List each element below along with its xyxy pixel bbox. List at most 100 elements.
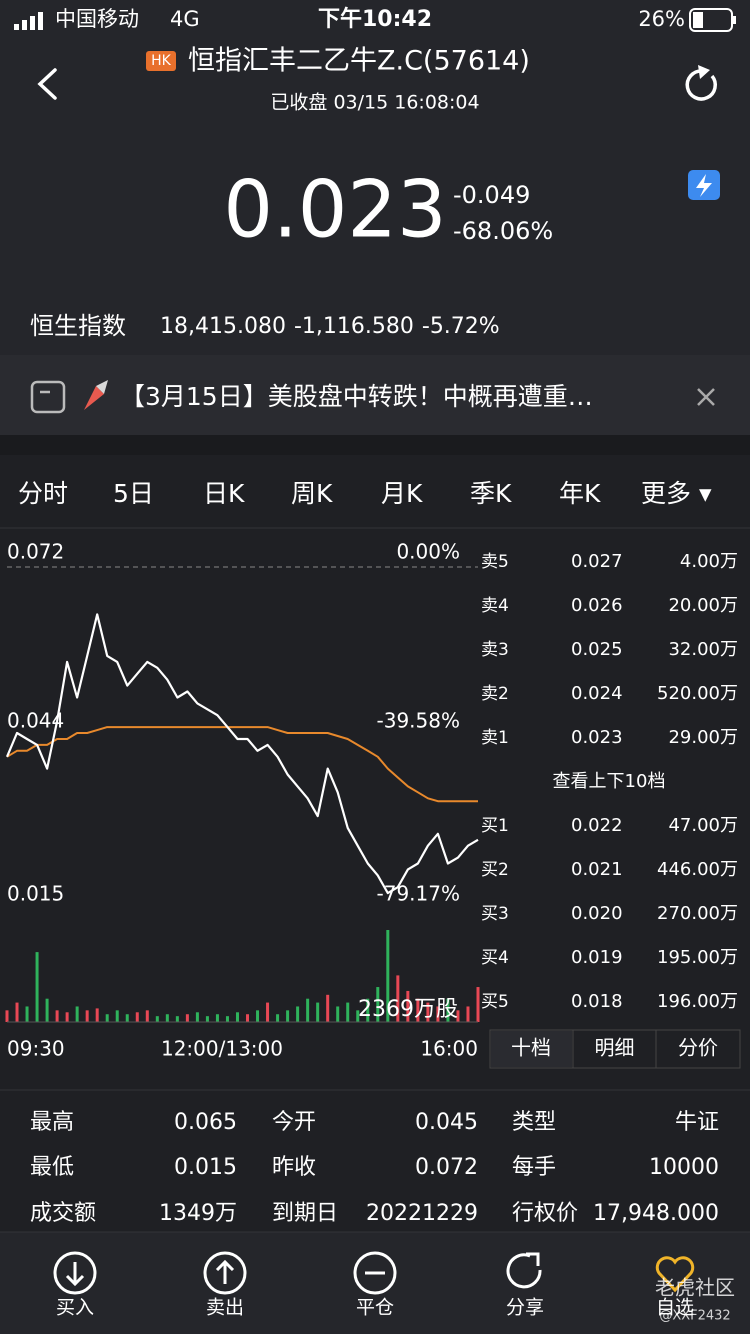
nav-label[interactable]: 平仓 (356, 1297, 394, 1319)
volume-bar (326, 994, 330, 1022)
hk-badge (146, 51, 176, 71)
stock-title: 恒指汇丰二乙牛Z.C(57614) (188, 46, 530, 77)
x-tick-label: 16:00 (420, 1037, 478, 1061)
close-news[interactable] (697, 388, 715, 406)
book-tab[interactable]: 分价 (678, 1036, 718, 1060)
chart-tab[interactable]: 分时 (18, 479, 68, 508)
book-volume: 20.00万 (668, 595, 738, 616)
nav-label[interactable]: 自选 (656, 1297, 694, 1319)
x-tick-label: 12:00/13:00 (161, 1037, 283, 1061)
volume-bar (175, 1016, 179, 1022)
badge-text: HK (151, 53, 172, 69)
header-bg (0, 0, 750, 355)
book-price: 0.025 (571, 639, 623, 660)
book-price: 0.018 (571, 991, 623, 1012)
watermark: 老虎社区 (655, 1276, 735, 1300)
volume-bar (35, 952, 39, 1022)
news-bg (0, 355, 750, 435)
nav-bg (0, 1232, 750, 1334)
stat-label: 最高 (30, 1110, 74, 1135)
carrier: 中国移动 (55, 7, 139, 31)
volume-bar (145, 1010, 149, 1022)
market-status: 已收盘 03/15 16:08:04 (270, 92, 479, 114)
volume-bar (306, 998, 310, 1022)
sell-arrow (215, 1259, 235, 1284)
x-tick-label: 09:30 (7, 1037, 65, 1061)
average-line (6, 726, 478, 803)
book-tab-active[interactable] (491, 1031, 572, 1067)
battery-percent: 26% (638, 7, 685, 31)
news-icon (30, 380, 66, 414)
stat-value: 10000 (649, 1155, 719, 1180)
volume-bar (185, 1014, 189, 1022)
volume-bar (396, 975, 400, 1022)
stat-value: 1349万 (159, 1201, 237, 1226)
book-label: 买2 (481, 860, 509, 880)
index-values: 18,415.080 -1,116.580 -5.72% (160, 314, 500, 339)
share-arrow (526, 1252, 540, 1266)
signal-icon (14, 12, 43, 30)
book-price: 0.021 (571, 859, 623, 880)
book-label: 卖3 (481, 640, 509, 660)
book-label: 卖2 (481, 684, 509, 704)
stat-label: 每手 (512, 1155, 556, 1180)
index-value: 18,415.080 (160, 314, 286, 339)
volume-bar (75, 1006, 79, 1022)
volume-bar (225, 1016, 229, 1022)
battery-level (693, 12, 703, 28)
stat-label: 今开 (272, 1110, 316, 1135)
volume-bar (195, 1012, 199, 1022)
volume-bar (466, 1006, 470, 1022)
volume-bar (235, 1012, 239, 1022)
volume-bar (346, 1002, 350, 1022)
refresh-arrow (698, 65, 710, 79)
close-position-icon[interactable] (353, 1251, 397, 1295)
watermark: @XXF2432 (659, 1309, 730, 1324)
stat-value: 17,948.000 (593, 1201, 719, 1226)
book-price: 0.024 (571, 683, 623, 704)
volume-bar (115, 1010, 119, 1022)
chart-tab[interactable]: 5日 (113, 479, 154, 508)
back-button[interactable] (37, 68, 57, 100)
nav-label[interactable]: 卖出 (206, 1297, 244, 1319)
volume-bar (135, 1012, 139, 1022)
battery-tip (733, 16, 736, 24)
sell-icon[interactable] (203, 1251, 247, 1295)
book-label: 卖5 (481, 552, 509, 572)
book-price: 0.019 (571, 947, 623, 968)
volume-bar (15, 1002, 19, 1022)
book-more[interactable]: 查看上下10档 (553, 771, 666, 792)
pct-tick-label: -39.58% (377, 709, 460, 733)
volume-bar (436, 1006, 440, 1022)
chart-tab[interactable]: 季K (470, 479, 512, 508)
chart-tab[interactable]: 更多 ▾ (641, 479, 712, 508)
book-price: 0.022 (571, 815, 623, 836)
book-volume: 270.00万 (657, 903, 738, 924)
book-volume: 196.00万 (657, 991, 738, 1012)
volume-bar (215, 1014, 219, 1022)
volume-bar (45, 998, 49, 1022)
nav-label[interactable]: 买入 (56, 1297, 94, 1319)
book-volume: 4.00万 (680, 551, 738, 572)
volume-bar (85, 1010, 89, 1022)
chart-tab[interactable]: 月K (381, 479, 423, 508)
stat-label: 最低 (30, 1155, 74, 1180)
refresh-button[interactable] (685, 69, 717, 101)
book-tab[interactable]: 十档 (511, 1036, 551, 1060)
stat-value: 0.065 (174, 1110, 237, 1135)
stat-label: 成交额 (30, 1201, 96, 1226)
chart-tab[interactable]: 日K (203, 479, 245, 508)
level2-bolt (696, 174, 712, 197)
buy-icon[interactable] (53, 1251, 97, 1295)
chart-tab[interactable]: 年K (559, 479, 601, 508)
chart-tab[interactable]: 周K (291, 479, 333, 508)
book-tab[interactable]: 明细 (595, 1036, 635, 1060)
nav-label[interactable]: 分享 (506, 1297, 544, 1319)
share-icon[interactable] (506, 1253, 542, 1289)
index-change: -1,116.580 (294, 314, 414, 339)
book-volume: 47.00万 (668, 815, 738, 836)
volume-bar (5, 1010, 9, 1022)
watchlist-icon[interactable] (655, 1256, 695, 1293)
y-tick-label: 0.015 (7, 882, 64, 906)
